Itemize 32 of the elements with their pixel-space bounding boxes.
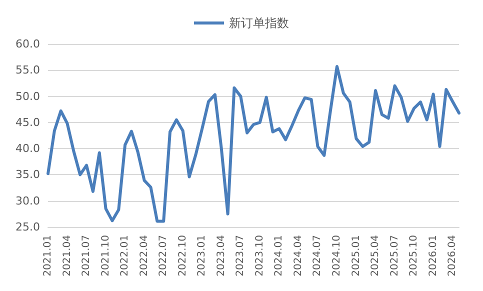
y-tick-label: 40.0 bbox=[16, 142, 40, 156]
y-tick-label: 35.0 bbox=[16, 168, 40, 182]
y-tick-label: 55.0 bbox=[16, 64, 40, 77]
x-tick-label: 2022.04 bbox=[138, 235, 150, 276]
legend-label: 新订单指数 bbox=[229, 16, 289, 30]
line-series bbox=[46, 64, 460, 223]
x-tick-label: 2024.01 bbox=[274, 235, 285, 276]
x-tick-label: 2025.10 bbox=[408, 235, 420, 276]
x-tick-label: 2025.04 bbox=[370, 235, 382, 276]
x-tick-label: 2026.04 bbox=[447, 235, 458, 276]
x-tick-label: 2022.10 bbox=[177, 235, 188, 276]
x-tick-label: 2023.04 bbox=[216, 235, 227, 276]
x-tick-label: 2026.01 bbox=[428, 235, 439, 276]
x-tick-label: 2022.07 bbox=[158, 235, 170, 276]
x-tick-label: 2023.01 bbox=[196, 235, 208, 276]
x-tick-label: 2024.10 bbox=[331, 235, 342, 276]
x-tick-label: 2021.07 bbox=[81, 235, 92, 276]
x-tick-label: 2023.10 bbox=[254, 235, 266, 276]
x-tick-label: 2021.04 bbox=[62, 235, 73, 276]
y-tick-label: 45.0 bbox=[16, 116, 40, 129]
x-tick-label: 2022.01 bbox=[120, 235, 131, 276]
y-tick-label: 50.0 bbox=[16, 90, 40, 103]
x-tick-label: 2025.01 bbox=[350, 235, 362, 276]
y-tick-label: 25.0 bbox=[16, 220, 40, 234]
x-tick-label: 2023.07 bbox=[235, 235, 246, 276]
y-tick-label: 60.0 bbox=[16, 38, 40, 50]
x-tick-label: 2024.04 bbox=[292, 235, 304, 276]
x-tick-label: 2021.10 bbox=[100, 235, 112, 276]
x-tick-label: 2025.07 bbox=[389, 235, 400, 276]
x-tick-label: 2024.07 bbox=[312, 235, 324, 276]
y-tick-label: 30.0 bbox=[16, 194, 40, 208]
x-tick-label: 2021.01 bbox=[42, 235, 54, 276]
